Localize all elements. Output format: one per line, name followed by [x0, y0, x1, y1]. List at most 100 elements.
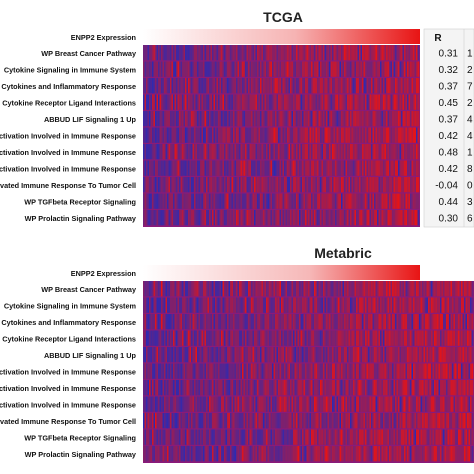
heatmap-cell: [189, 45, 192, 61]
heatmap-cell: [198, 330, 201, 346]
heatmap-cell: [311, 177, 313, 193]
heatmap-cell: [362, 45, 364, 61]
heatmap-cell: [368, 314, 370, 330]
heatmap-cell: [342, 111, 345, 127]
heatmap-cell: [407, 363, 409, 379]
heatmap-cell: [401, 94, 403, 110]
heatmap-cell: [183, 281, 186, 297]
heatmap-cell: [200, 111, 202, 127]
heatmap-cell: [165, 297, 168, 313]
heatmap-cell: [162, 347, 165, 363]
heatmap-cell: [308, 94, 310, 110]
heatmap-cell: [389, 380, 391, 396]
heatmap-cell: [284, 177, 286, 193]
heatmap-cell: [231, 193, 234, 209]
heatmap-cell: [231, 61, 234, 77]
heatmap-cell: [327, 177, 330, 193]
heatmap-cell: [381, 160, 384, 176]
heatmap-cell: [429, 363, 432, 379]
heatmap-cell: [297, 446, 300, 462]
heatmap-cell: [462, 363, 465, 379]
heatmap-cell: [368, 45, 370, 61]
heatmap-cell: [345, 314, 348, 330]
heatmap-cell: [177, 363, 180, 379]
heatmap-cell: [413, 127, 415, 143]
heatmap-cell: [398, 144, 400, 160]
heatmap-cell: [183, 347, 186, 363]
heatmap-cell: [462, 396, 465, 412]
heatmap-cell: [234, 281, 237, 297]
heatmap-cell: [452, 446, 454, 462]
heatmap-cell: [251, 210, 253, 226]
heatmap-cell: [348, 413, 351, 429]
heatmap-cell: [333, 330, 336, 346]
heatmap-cell: [206, 413, 208, 429]
heatmap-cell: [431, 314, 433, 330]
heatmap-cell: [288, 297, 291, 313]
heatmap-cell: [414, 177, 417, 193]
heatmap-cell: [258, 193, 261, 209]
heatmap-cell: [206, 177, 208, 193]
heatmap-cell: [182, 429, 184, 445]
heatmap-cell: [348, 347, 351, 363]
heatmap-cell: [207, 111, 210, 127]
heatmap-cell: [462, 281, 465, 297]
heatmap-cell: [209, 396, 211, 412]
heatmap-cell: [330, 314, 333, 330]
heatmap-cell: [372, 297, 375, 313]
heatmap-cell: [435, 396, 438, 412]
heatmap-cell: [407, 210, 409, 226]
heatmap-cell: [330, 429, 333, 445]
heatmap-cell: [143, 193, 145, 209]
metabric-heatmap-row: [143, 380, 474, 396]
heatmap-cell: [287, 330, 289, 346]
tcga-heatmap-row: [143, 94, 420, 110]
heatmap-cell: [297, 94, 300, 110]
heatmap-cell: [165, 193, 168, 209]
heatmap-cell: [311, 413, 313, 429]
heatmap-cell: [411, 78, 414, 94]
heatmap-cell: [470, 330, 472, 346]
heatmap-cell: [300, 61, 303, 77]
heatmap-cell: [258, 363, 261, 379]
heatmap-cell: [342, 94, 345, 110]
heatmap-cell: [281, 281, 283, 297]
heatmap-cell: [143, 347, 145, 363]
heatmap-cell: [465, 330, 468, 346]
heatmap-cell: [191, 94, 193, 110]
heatmap-cell: [212, 45, 214, 61]
heatmap-cell: [264, 281, 267, 297]
heatmap-cell: [315, 330, 318, 346]
r-value: 0.32: [439, 65, 459, 76]
heatmap-cell: [225, 297, 228, 313]
heatmap-cell: [359, 347, 361, 363]
heatmap-cell: [276, 210, 279, 226]
heatmap-cell: [306, 210, 309, 226]
heatmap-cell: [290, 61, 292, 77]
heatmap-cell: [324, 380, 327, 396]
heatmap-cell: [239, 78, 241, 94]
heatmap-cell: [336, 94, 339, 110]
heatmap-cell: [372, 78, 375, 94]
heatmap-cell: [396, 297, 399, 313]
heatmap-cell: [305, 111, 307, 127]
heatmap-cell: [198, 413, 201, 429]
heatmap-cell: [366, 210, 369, 226]
heatmap-cell: [281, 396, 283, 412]
heatmap-cell: [308, 330, 310, 346]
heatmap-cell: [224, 45, 226, 61]
heatmap-cell: [162, 314, 165, 330]
heatmap-cell: [194, 94, 196, 110]
heatmap-cell: [281, 380, 283, 396]
heatmap-cell: [162, 144, 165, 160]
heatmap-cell: [351, 193, 354, 209]
heatmap-cell: [345, 61, 348, 77]
heatmap-cell: [395, 111, 397, 127]
heatmap-cell: [213, 160, 216, 176]
heatmap-cell: [402, 396, 405, 412]
heatmap-cell: [333, 144, 336, 160]
heatmap-cell: [347, 111, 349, 127]
heatmap-cell: [284, 160, 286, 176]
heatmap-cell: [224, 396, 226, 412]
heatmap-cell: [338, 297, 340, 313]
